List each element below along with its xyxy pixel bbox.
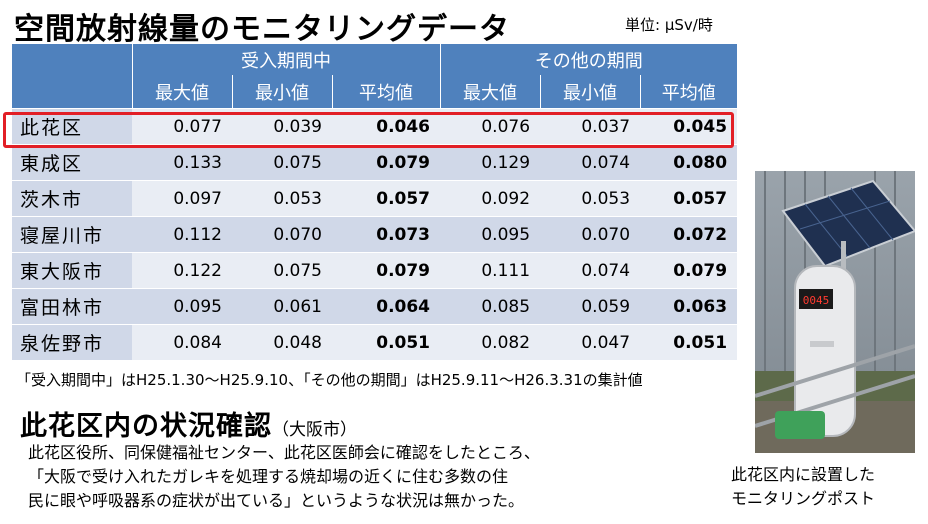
section-body: 此花区役所、同保健福祉センター、此花区医師会に確認をしたところ、 「大阪で受け入… xyxy=(28,441,718,513)
column-header-row: 最大値 最小値 平均値 最大値 最小値 平均値 xyxy=(12,75,738,109)
column-header: 最小値 xyxy=(540,75,641,109)
table-row: 東大阪市 0.122 0.075 0.079 0.111 0.074 0.079 xyxy=(12,252,738,289)
radiation-data-table: 受入期間中 その他の期間 最大値 最小値 平均値 最大値 最小値 平均値 此花区… xyxy=(12,44,738,360)
value-cell: 0.061 xyxy=(232,288,332,325)
body-line: 「大阪で受け入れたガレキを処理する焼却場の近くに住む多数の住 xyxy=(28,467,509,486)
value-cell: 0.085 xyxy=(440,288,541,325)
body-line: 此花区役所、同保健福祉センター、此花区医師会に確認をしたところ、 xyxy=(28,443,540,462)
caption-line: 此花区内に設置した xyxy=(731,465,876,484)
monitoring-post-photo: 0045 xyxy=(755,171,915,453)
column-header: 平均値 xyxy=(640,75,738,109)
value-cell: 0.059 xyxy=(540,288,641,325)
value-cell: 0.075 xyxy=(232,144,332,181)
column-header: 最大値 xyxy=(440,75,541,109)
average-value-cell: 0.064 xyxy=(332,288,441,325)
page-title: 空間放射線量のモニタリングデータ xyxy=(14,12,510,47)
value-cell: 0.047 xyxy=(540,324,641,360)
caption-line: モニタリングポスト xyxy=(731,489,876,508)
average-value-cell: 0.079 xyxy=(332,252,441,289)
monitoring-post-illustration: 0045 xyxy=(755,171,915,453)
column-header: 平均値 xyxy=(332,75,441,109)
location-cell: 富田林市 xyxy=(12,288,132,325)
value-cell: 0.133 xyxy=(132,144,232,181)
average-value-cell: 0.051 xyxy=(640,324,738,360)
value-cell: 0.112 xyxy=(132,216,232,253)
value-cell: 0.075 xyxy=(232,252,332,289)
value-cell: 0.122 xyxy=(132,252,232,289)
average-value-cell: 0.057 xyxy=(332,180,441,217)
value-cell: 0.082 xyxy=(440,324,541,360)
photo-caption: 此花区内に設置した モニタリングポスト xyxy=(731,463,875,511)
unit-label: 単位: μSv/時 xyxy=(625,16,713,34)
location-cell: 東成区 xyxy=(12,144,132,181)
location-cell: 東大阪市 xyxy=(12,252,132,289)
value-cell: 0.129 xyxy=(440,144,541,181)
section-subtitle: （大阪市） xyxy=(272,420,357,440)
average-value-cell: 0.079 xyxy=(640,252,738,289)
highlight-frame xyxy=(3,112,734,148)
average-value-cell: 0.073 xyxy=(332,216,441,253)
value-cell: 0.111 xyxy=(440,252,541,289)
value-cell: 0.048 xyxy=(232,324,332,360)
value-cell: 0.070 xyxy=(540,216,641,253)
value-cell: 0.095 xyxy=(440,216,541,253)
table-body: 此花区 0.077 0.039 0.046 0.076 0.037 0.045 東成区 0.13… xyxy=(12,108,738,360)
table-row: 東成区 0.133 0.075 0.079 0.129 0.074 0.080 xyxy=(12,144,738,181)
section-title: 此花区内の状況確認 xyxy=(20,411,272,442)
average-value-cell: 0.057 xyxy=(640,180,738,217)
footnote: 「受入期間中」はH25.1.30～H25.9.10、「その他の期間」はH25.9… xyxy=(16,371,643,389)
value-cell: 0.095 xyxy=(132,288,232,325)
value-cell: 0.070 xyxy=(232,216,332,253)
body-line: 民に眼や呼吸器系の症状が出ている」というような状況は無かった。 xyxy=(28,491,525,510)
location-cell: 寝屋川市 xyxy=(12,216,132,253)
section-heading: 此花区内の状況確認（大阪市） xyxy=(20,404,357,443)
average-value-cell: 0.072 xyxy=(640,216,738,253)
table-row: 富田林市 0.095 0.061 0.064 0.085 0.059 0.063 xyxy=(12,288,738,325)
post-display-reading: 0045 xyxy=(803,294,830,307)
table-row: 寝屋川市 0.112 0.070 0.073 0.095 0.070 0.072 xyxy=(12,216,738,253)
corner-cell xyxy=(12,44,133,109)
location-cell: 泉佐野市 xyxy=(12,324,132,360)
value-cell: 0.074 xyxy=(540,252,641,289)
value-cell: 0.084 xyxy=(132,324,232,360)
group-header-row: 受入期間中 その他の期間 xyxy=(12,44,738,109)
average-value-cell: 0.063 xyxy=(640,288,738,325)
value-cell: 0.097 xyxy=(132,180,232,217)
table-row: 泉佐野市 0.084 0.048 0.051 0.082 0.047 0.051 xyxy=(12,324,738,360)
group-header: その他の期間 xyxy=(440,44,738,75)
table-row: 茨木市 0.097 0.053 0.057 0.092 0.053 0.057 xyxy=(12,180,738,217)
value-cell: 0.092 xyxy=(440,180,541,217)
value-cell: 0.074 xyxy=(540,144,641,181)
value-cell: 0.053 xyxy=(540,180,641,217)
column-header: 最小値 xyxy=(232,75,333,109)
value-cell: 0.053 xyxy=(232,180,332,217)
average-value-cell: 0.080 xyxy=(640,144,738,181)
location-cell: 茨木市 xyxy=(12,180,132,217)
average-value-cell: 0.051 xyxy=(332,324,441,360)
column-header: 最大値 xyxy=(132,75,233,109)
average-value-cell: 0.079 xyxy=(332,144,441,181)
group-header: 受入期間中 xyxy=(132,44,441,75)
